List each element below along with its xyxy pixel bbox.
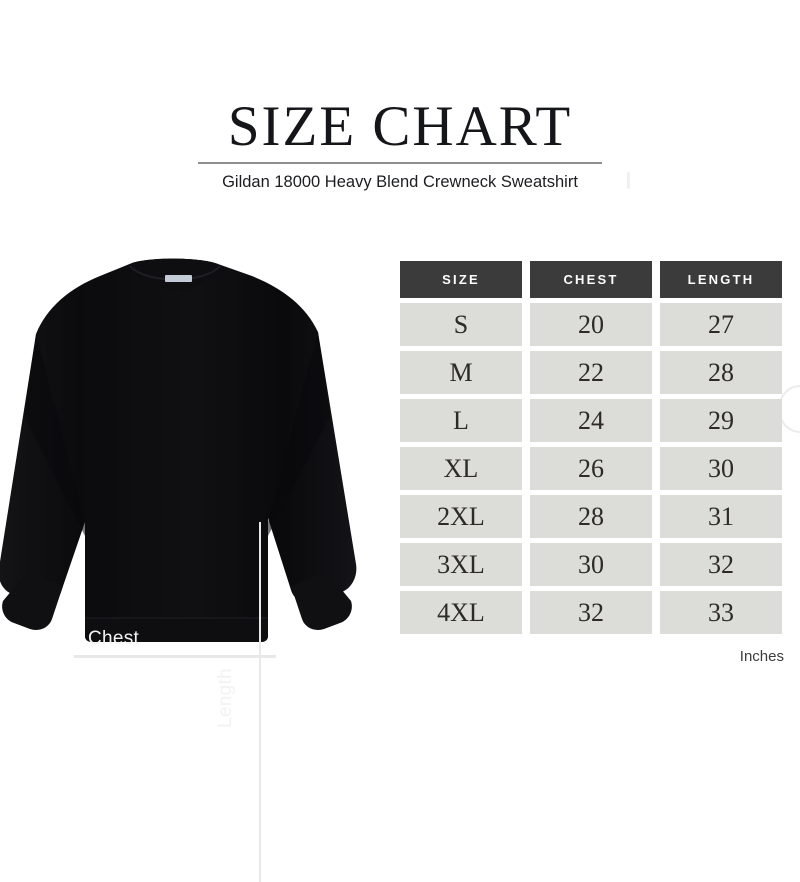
table-row: 4XL 32 33 <box>400 591 784 634</box>
header: SIZE CHART Gildan 18000 Heavy Blend Crew… <box>198 96 602 193</box>
cell-chest: 30 <box>530 543 652 586</box>
table-row: 3XL 30 32 <box>400 543 784 586</box>
cell-chest: 24 <box>530 399 652 442</box>
cell-size: 3XL <box>400 543 522 586</box>
cell-size: M <box>400 351 522 394</box>
sweatshirt-body <box>0 258 357 642</box>
cell-size: S <box>400 303 522 346</box>
column-header-length: LENGTH <box>660 261 782 298</box>
scan-artifact-tick <box>627 172 630 189</box>
cell-length: 27 <box>660 303 782 346</box>
bottom-hem-rib <box>85 618 268 642</box>
cell-length: 29 <box>660 399 782 442</box>
sweatshirt-illustration: Chest Length <box>0 236 390 882</box>
table-row: L 24 29 <box>400 399 784 442</box>
chest-measure-label: Chest <box>88 628 140 649</box>
units-label: Inches <box>739 648 784 665</box>
table-header-row: SIZE CHEST LENGTH <box>400 261 784 298</box>
chest-measure-line <box>74 655 276 658</box>
cell-chest: 20 <box>530 303 652 346</box>
length-measure-label: Length <box>215 668 236 728</box>
table-row: M 22 28 <box>400 351 784 394</box>
neck-label-tag <box>165 275 192 282</box>
sweatshirt-graphic <box>0 258 357 642</box>
cell-size: 4XL <box>400 591 522 634</box>
column-header-size: SIZE <box>400 261 522 298</box>
length-measure-line <box>259 522 261 882</box>
cell-length: 33 <box>660 591 782 634</box>
column-header-chest: CHEST <box>530 261 652 298</box>
cell-length: 30 <box>660 447 782 490</box>
table-row: S 20 27 <box>400 303 784 346</box>
size-table: SIZE CHEST LENGTH S 20 27 M 22 28 L 24 2… <box>400 261 784 639</box>
table-row: XL 26 30 <box>400 447 784 490</box>
cell-size: XL <box>400 447 522 490</box>
cell-size: L <box>400 399 522 442</box>
cell-size: 2XL <box>400 495 522 538</box>
title-divider <box>198 162 602 164</box>
cell-length: 28 <box>660 351 782 394</box>
product-subtitle: Gildan 18000 Heavy Blend Crewneck Sweats… <box>222 173 578 191</box>
cell-chest: 22 <box>530 351 652 394</box>
left-sleeve-shade <box>24 334 85 536</box>
right-sleeve-shade <box>268 332 330 536</box>
cell-chest: 26 <box>530 447 652 490</box>
size-chart-page: SIZE CHART Gildan 18000 Heavy Blend Crew… <box>0 95 800 882</box>
page-title: SIZE CHART <box>227 95 573 158</box>
left-cuff-rib <box>2 572 63 630</box>
table-row: 2XL 28 31 <box>400 495 784 538</box>
cell-length: 31 <box>660 495 782 538</box>
cell-length: 32 <box>660 543 782 586</box>
right-cuff-rib <box>291 572 352 630</box>
collar-rib <box>132 258 218 290</box>
cell-chest: 28 <box>530 495 652 538</box>
cell-chest: 32 <box>530 591 652 634</box>
